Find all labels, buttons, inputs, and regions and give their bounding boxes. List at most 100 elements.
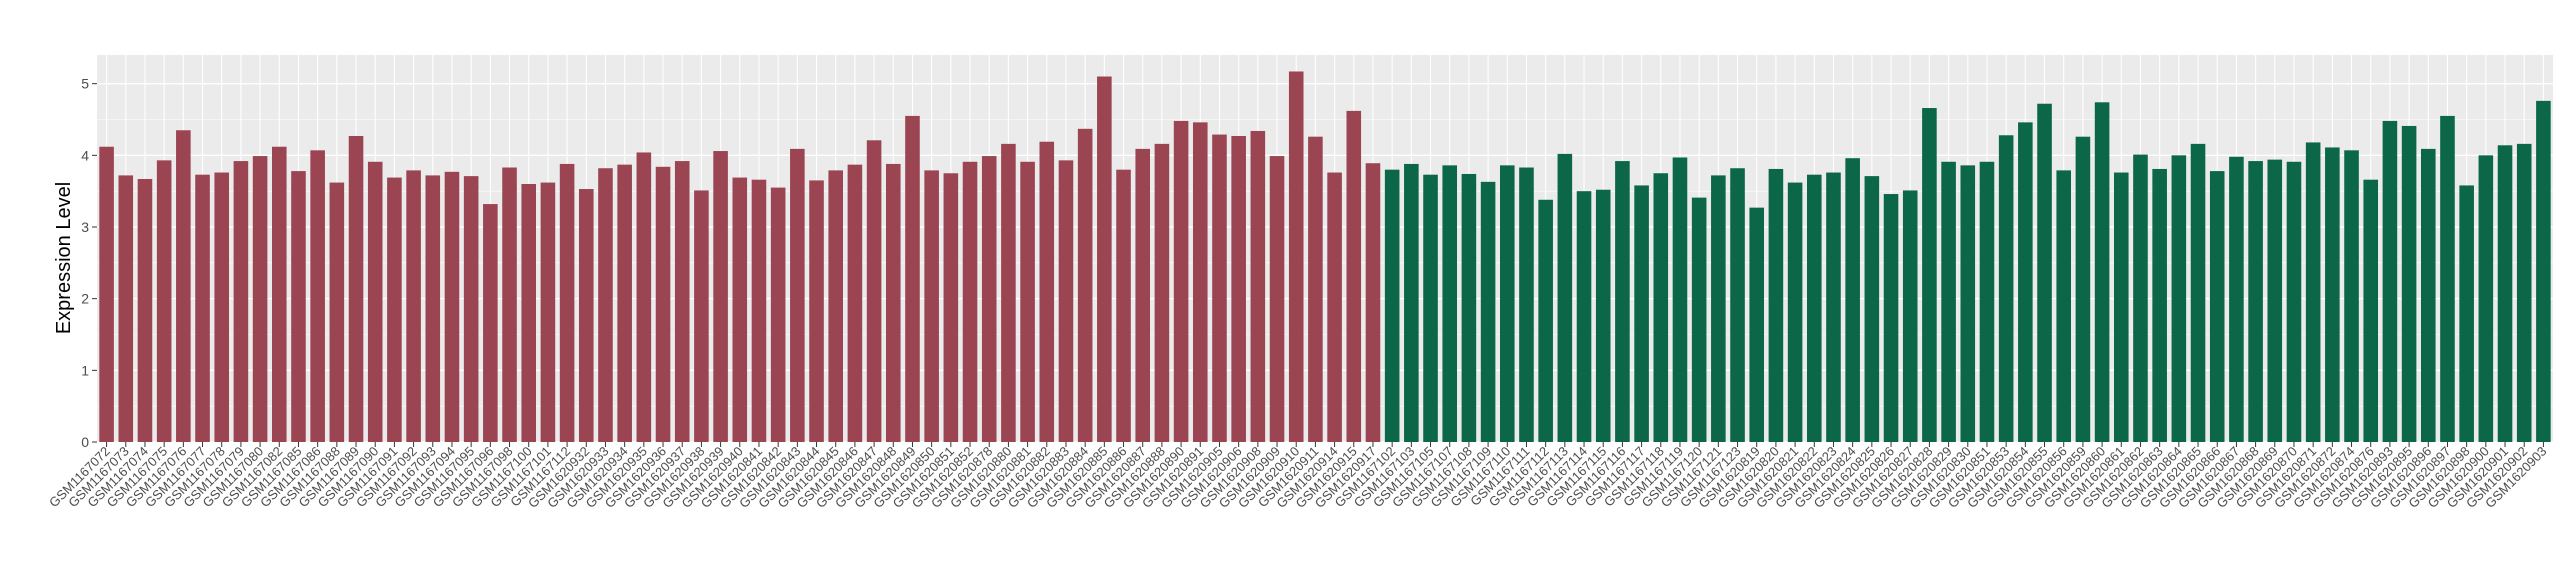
bar bbox=[233, 161, 249, 443]
y-axis-ticks: 0 1 2 3 4 5 bbox=[81, 76, 97, 450]
bar bbox=[847, 164, 863, 442]
bar bbox=[271, 146, 287, 442]
bar bbox=[1615, 161, 1630, 443]
bar bbox=[1499, 165, 1515, 442]
bar bbox=[1806, 174, 1822, 442]
bar bbox=[2018, 122, 2033, 442]
bar bbox=[1001, 143, 1016, 442]
y-axis-title: Expression Level bbox=[53, 182, 75, 334]
bar bbox=[1192, 122, 1208, 442]
bar bbox=[2305, 142, 2321, 442]
bar bbox=[2133, 154, 2148, 442]
bar bbox=[1883, 194, 1899, 442]
bar bbox=[1845, 158, 1860, 442]
bar bbox=[2094, 102, 2110, 443]
bar bbox=[1231, 135, 1246, 442]
bar bbox=[1864, 176, 1880, 442]
bar bbox=[214, 172, 230, 443]
bar bbox=[1461, 173, 1477, 442]
bar bbox=[2152, 168, 2167, 442]
bar bbox=[2497, 145, 2513, 443]
bar bbox=[1097, 76, 1112, 442]
bar bbox=[1711, 175, 1726, 442]
bar bbox=[502, 167, 517, 442]
bar bbox=[1960, 165, 1976, 442]
bar bbox=[1576, 191, 1592, 442]
bar bbox=[406, 170, 421, 442]
bar bbox=[387, 177, 402, 443]
bar bbox=[866, 140, 882, 443]
y-tick-label: 1 bbox=[81, 362, 89, 378]
bar bbox=[2229, 156, 2244, 442]
bar bbox=[156, 160, 172, 442]
y-tick-label: 2 bbox=[81, 291, 89, 307]
bar bbox=[713, 151, 728, 443]
bars bbox=[99, 71, 2551, 443]
bar bbox=[559, 163, 575, 442]
y-tick-label: 4 bbox=[81, 147, 89, 163]
bar bbox=[828, 170, 844, 442]
bar bbox=[981, 156, 997, 443]
bar bbox=[1691, 197, 1707, 442]
bar bbox=[905, 115, 920, 443]
bar bbox=[1922, 108, 1937, 443]
bar bbox=[252, 156, 268, 443]
bar bbox=[1288, 71, 1304, 442]
bar bbox=[1653, 173, 1669, 442]
bar bbox=[483, 204, 498, 442]
bar bbox=[1902, 190, 1918, 442]
bar bbox=[2478, 155, 2494, 443]
bar bbox=[2420, 148, 2436, 442]
bar bbox=[2113, 172, 2129, 443]
bar bbox=[367, 161, 383, 443]
bar bbox=[1634, 185, 1649, 442]
bar bbox=[425, 175, 441, 442]
bar bbox=[2037, 103, 2052, 442]
bar bbox=[617, 164, 632, 442]
bar bbox=[2248, 161, 2263, 443]
bar bbox=[732, 177, 748, 443]
bar bbox=[885, 163, 901, 442]
bar bbox=[962, 161, 978, 443]
bar bbox=[99, 146, 114, 442]
bar bbox=[1250, 130, 1266, 442]
bar bbox=[444, 171, 460, 443]
bar bbox=[1020, 161, 1035, 443]
bar bbox=[1384, 169, 1400, 442]
bar bbox=[195, 174, 210, 442]
bar bbox=[924, 170, 939, 442]
bar bbox=[1404, 163, 1419, 442]
bar bbox=[2209, 171, 2225, 442]
bar bbox=[329, 182, 345, 443]
bar bbox=[1595, 189, 1611, 442]
bar bbox=[694, 190, 709, 442]
bar bbox=[1039, 141, 1055, 442]
y-tick-label: 3 bbox=[81, 219, 89, 235]
bar bbox=[521, 184, 537, 442]
bar bbox=[1308, 136, 1323, 442]
bar bbox=[1538, 199, 1553, 442]
bar bbox=[809, 180, 824, 442]
bar bbox=[2171, 155, 2187, 443]
bar bbox=[1212, 134, 1227, 443]
bar bbox=[2325, 147, 2340, 442]
bar bbox=[1768, 168, 1784, 442]
bar bbox=[578, 189, 594, 442]
x-axis-ticks: GSM1167072GSM1167073GSM1167074GSM1167075… bbox=[46, 442, 2550, 511]
bar bbox=[1730, 168, 1745, 442]
y-tick-label: 5 bbox=[81, 76, 89, 92]
bar bbox=[1423, 174, 1438, 442]
bar bbox=[770, 187, 786, 442]
bar bbox=[1135, 148, 1151, 442]
bar bbox=[310, 150, 325, 443]
bar bbox=[137, 178, 153, 442]
bar bbox=[636, 152, 652, 442]
bar bbox=[118, 175, 134, 442]
bar bbox=[943, 173, 959, 442]
bar bbox=[1116, 169, 1131, 442]
bar bbox=[540, 182, 556, 443]
bar bbox=[1058, 160, 1074, 442]
bar bbox=[2056, 170, 2072, 442]
bar bbox=[463, 176, 479, 442]
